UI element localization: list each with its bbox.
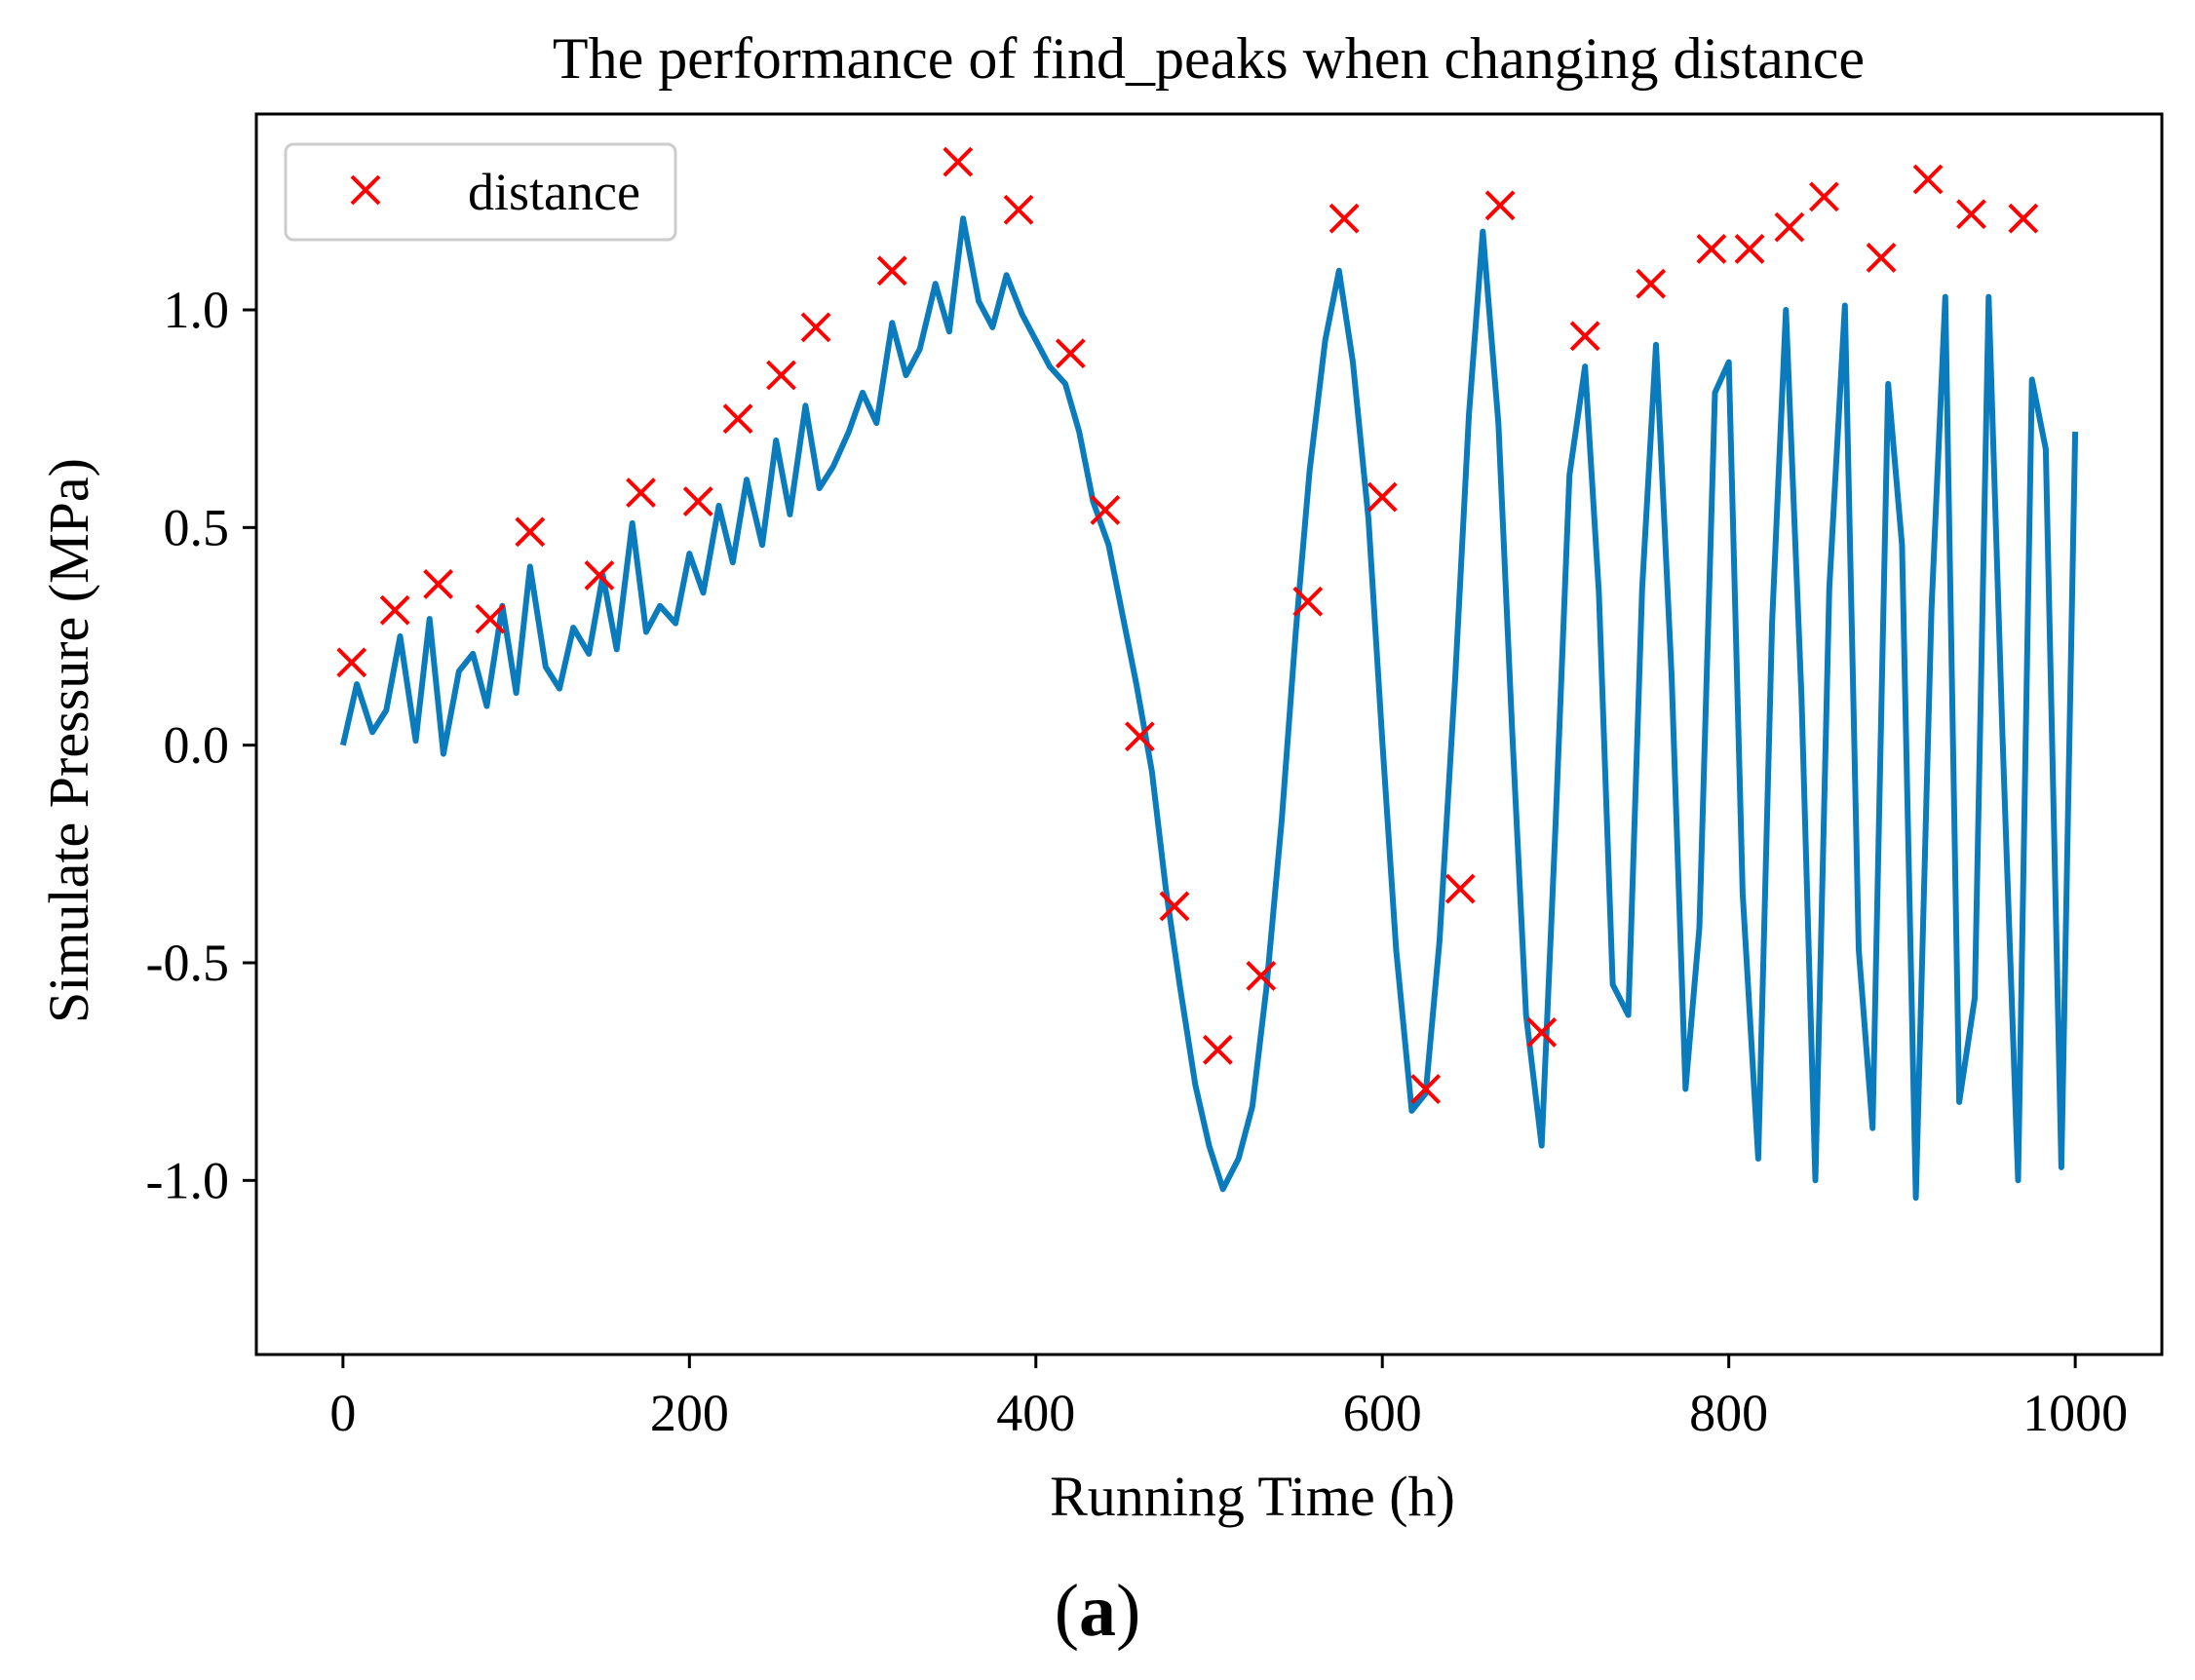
peak-marker — [1912, 164, 1944, 195]
y-tick-label: -1.0 — [146, 1151, 229, 1209]
peak-marker — [1246, 960, 1277, 991]
peak-marker — [1866, 242, 1897, 273]
peak-marker — [682, 486, 713, 516]
peak-marker — [876, 255, 907, 286]
caption-close-paren: ) — [1116, 1570, 1141, 1652]
peak-marker — [1636, 268, 1667, 299]
peak-marker — [1696, 234, 1727, 264]
caption-open-paren: ( — [1054, 1570, 1079, 1652]
plot-frame — [254, 112, 2164, 1356]
x-tick-label: 200 — [650, 1384, 729, 1442]
peak-marker — [1734, 234, 1765, 264]
x-axis: 0 200 400 600 800 1000 — [329, 1355, 2128, 1442]
peak-marker — [943, 146, 974, 177]
peak-marker — [1159, 891, 1190, 922]
caption-letter: a — [1079, 1570, 1116, 1652]
x-tick-label: 600 — [1343, 1384, 1422, 1442]
x-tick-label: 800 — [1689, 1384, 1768, 1442]
series-line-signal — [339, 215, 2079, 1202]
line-chart: The performance of find_peaks when chang… — [37, 26, 2164, 1528]
x-axis-label: Running Time (h) — [1050, 1465, 1455, 1528]
peak-marker — [1367, 481, 1398, 513]
peak-marker — [766, 360, 796, 391]
peak-marker — [1956, 199, 1986, 230]
peak-marker — [1444, 873, 1476, 904]
peak-marker — [379, 594, 410, 626]
peak-marker — [1124, 721, 1155, 752]
peak-marker — [722, 403, 753, 435]
peak-marker — [1774, 211, 1805, 243]
peak-marker — [2008, 203, 2039, 234]
y-tick-label: 0.0 — [164, 716, 230, 775]
y-axis-label: Simulate Pressure (MPa) — [37, 458, 100, 1023]
peak-marker — [1055, 338, 1086, 369]
y-tick-label: 1.0 — [164, 281, 230, 339]
peak-marker — [1526, 1017, 1558, 1048]
legend-box — [284, 142, 677, 242]
x-tick-label: 400 — [996, 1384, 1075, 1442]
peak-marker — [584, 560, 615, 591]
figure-subcaption: (a) — [0, 1569, 2195, 1654]
legend-label-distance: distance — [468, 163, 640, 221]
peak-marker — [1809, 181, 1839, 212]
y-axis: -1.0 -0.5 0.0 0.5 1.0 — [146, 281, 256, 1209]
peak-marker — [1202, 1034, 1233, 1065]
x-tick-label: 1000 — [2022, 1384, 2128, 1442]
legend-x-marker — [350, 174, 381, 206]
peak-marker — [336, 647, 367, 678]
peak-marker — [515, 516, 546, 548]
chart-title: The performance of find_peaks when chang… — [553, 26, 1865, 91]
peak-marker — [626, 477, 656, 509]
legend: distance — [284, 142, 677, 242]
peak-marker — [800, 312, 831, 343]
peak-marker — [1003, 194, 1034, 225]
peak-marker — [423, 568, 454, 599]
peak-marker — [1090, 495, 1121, 525]
peak-marker — [1410, 1074, 1442, 1104]
peak-marker — [475, 603, 506, 634]
peak-marker — [1569, 321, 1600, 352]
peak-marker — [1484, 190, 1516, 221]
y-tick-label: -0.5 — [146, 934, 229, 992]
plot-area — [336, 146, 2079, 1202]
x-tick-label: 0 — [329, 1384, 356, 1442]
peak-marker — [1292, 586, 1324, 617]
y-tick-label: 0.5 — [164, 498, 230, 556]
peak-marker — [1329, 203, 1360, 234]
